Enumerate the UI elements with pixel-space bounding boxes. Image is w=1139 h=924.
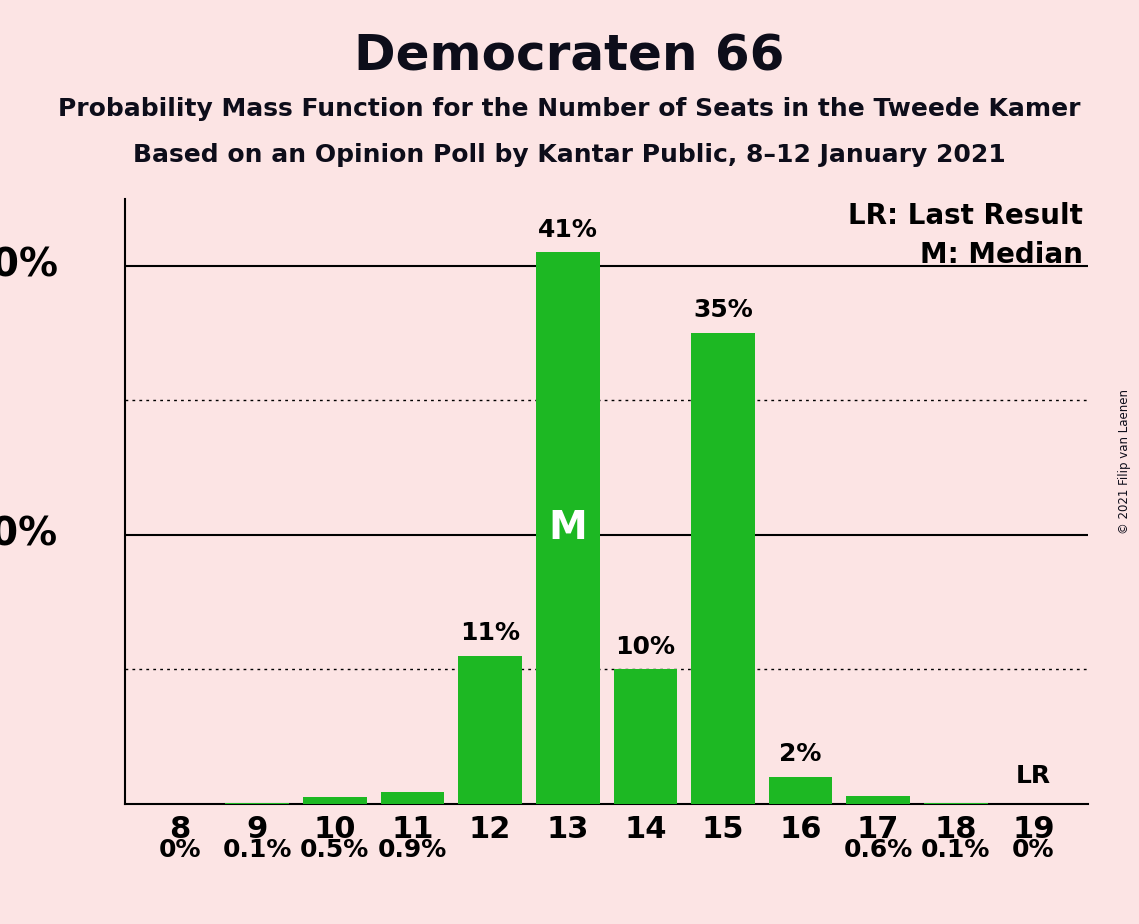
Text: 0.1%: 0.1% (222, 837, 292, 861)
Text: 11%: 11% (460, 621, 521, 645)
Text: LR: Last Result: LR: Last Result (849, 201, 1083, 230)
Text: 2%: 2% (779, 742, 821, 766)
Bar (458, 656, 522, 804)
Text: 0%: 0% (158, 837, 200, 861)
Text: 35%: 35% (693, 298, 753, 322)
Text: M: M (548, 509, 587, 547)
Text: LR: LR (1016, 764, 1051, 788)
Text: 0.1%: 0.1% (921, 837, 991, 861)
Text: 0%: 0% (1013, 837, 1055, 861)
Text: 40%: 40% (0, 247, 58, 285)
Bar (769, 777, 833, 804)
Bar (303, 797, 367, 804)
Text: 0.6%: 0.6% (844, 837, 912, 861)
Bar (380, 792, 444, 804)
Text: © 2021 Filip van Laenen: © 2021 Filip van Laenen (1118, 390, 1131, 534)
Text: 0.9%: 0.9% (378, 837, 448, 861)
Bar (924, 803, 988, 804)
Text: 20%: 20% (0, 516, 58, 553)
Text: Democraten 66: Democraten 66 (354, 32, 785, 80)
Text: Probability Mass Function for the Number of Seats in the Tweede Kamer: Probability Mass Function for the Number… (58, 97, 1081, 121)
Bar (846, 796, 910, 804)
Text: 10%: 10% (615, 635, 675, 659)
Bar (691, 334, 755, 804)
Text: M: Median: M: Median (920, 241, 1083, 269)
Bar (614, 669, 678, 804)
Bar (535, 252, 599, 804)
Text: 41%: 41% (538, 218, 598, 242)
Text: 0.5%: 0.5% (301, 837, 369, 861)
Bar (226, 803, 289, 804)
Text: Based on an Opinion Poll by Kantar Public, 8–12 January 2021: Based on an Opinion Poll by Kantar Publi… (133, 143, 1006, 167)
